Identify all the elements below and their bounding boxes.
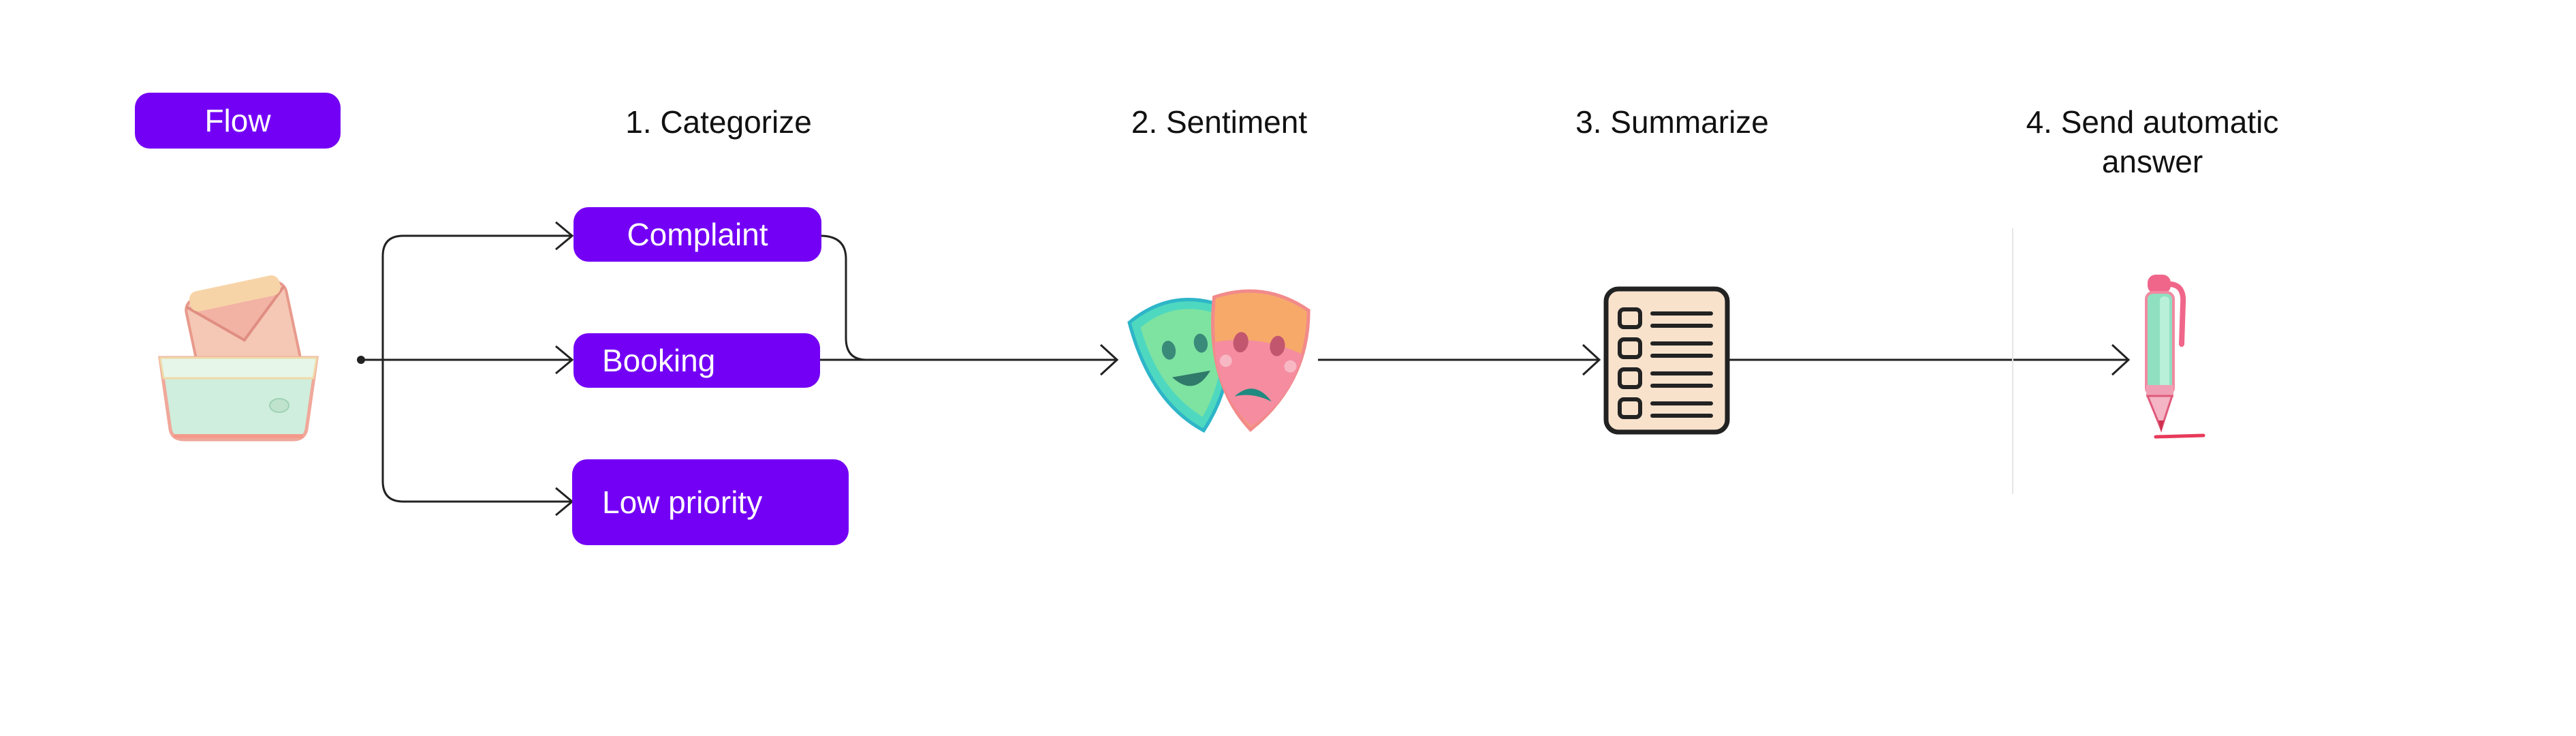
step-title-send-answer: 4. Send automatic answer (2026, 104, 2279, 179)
category-booking: Booking (574, 333, 820, 388)
step-title-categorize: 1. Categorize (625, 104, 812, 140)
flow-label: Flow (135, 93, 341, 149)
pen-icon (2145, 275, 2205, 439)
step-title-summarize: 3. Summarize (1575, 104, 1769, 140)
category-complaint: Complaint (574, 207, 821, 262)
theater-masks-icon (1127, 289, 1310, 433)
arrow-to-complaint (381, 234, 572, 360)
arrow-to-low-priority (381, 360, 572, 503)
step-title-sentiment: 2. Sentiment (1131, 104, 1308, 140)
branch-dot (357, 356, 365, 364)
inbox-tray-icon (158, 275, 319, 442)
category-low-priority: Low priority (572, 459, 849, 545)
checklist-icon (1603, 286, 1730, 435)
complaint-merge (819, 234, 867, 361)
